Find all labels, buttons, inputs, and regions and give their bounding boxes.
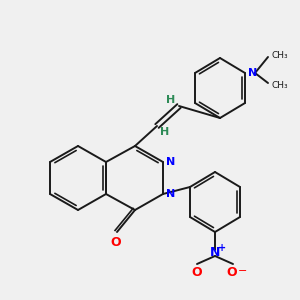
- Text: O: O: [111, 236, 121, 248]
- Text: N: N: [166, 189, 175, 199]
- Text: CH₃: CH₃: [271, 80, 288, 89]
- Text: N: N: [210, 247, 220, 260]
- Text: H: H: [167, 95, 176, 105]
- Text: N: N: [166, 157, 175, 167]
- Text: CH₃: CH₃: [271, 50, 288, 59]
- Text: −: −: [238, 266, 248, 276]
- Text: N: N: [248, 68, 257, 78]
- Text: +: +: [218, 243, 226, 253]
- Text: O: O: [227, 266, 237, 280]
- Text: H: H: [160, 127, 169, 137]
- Text: O: O: [192, 266, 202, 280]
